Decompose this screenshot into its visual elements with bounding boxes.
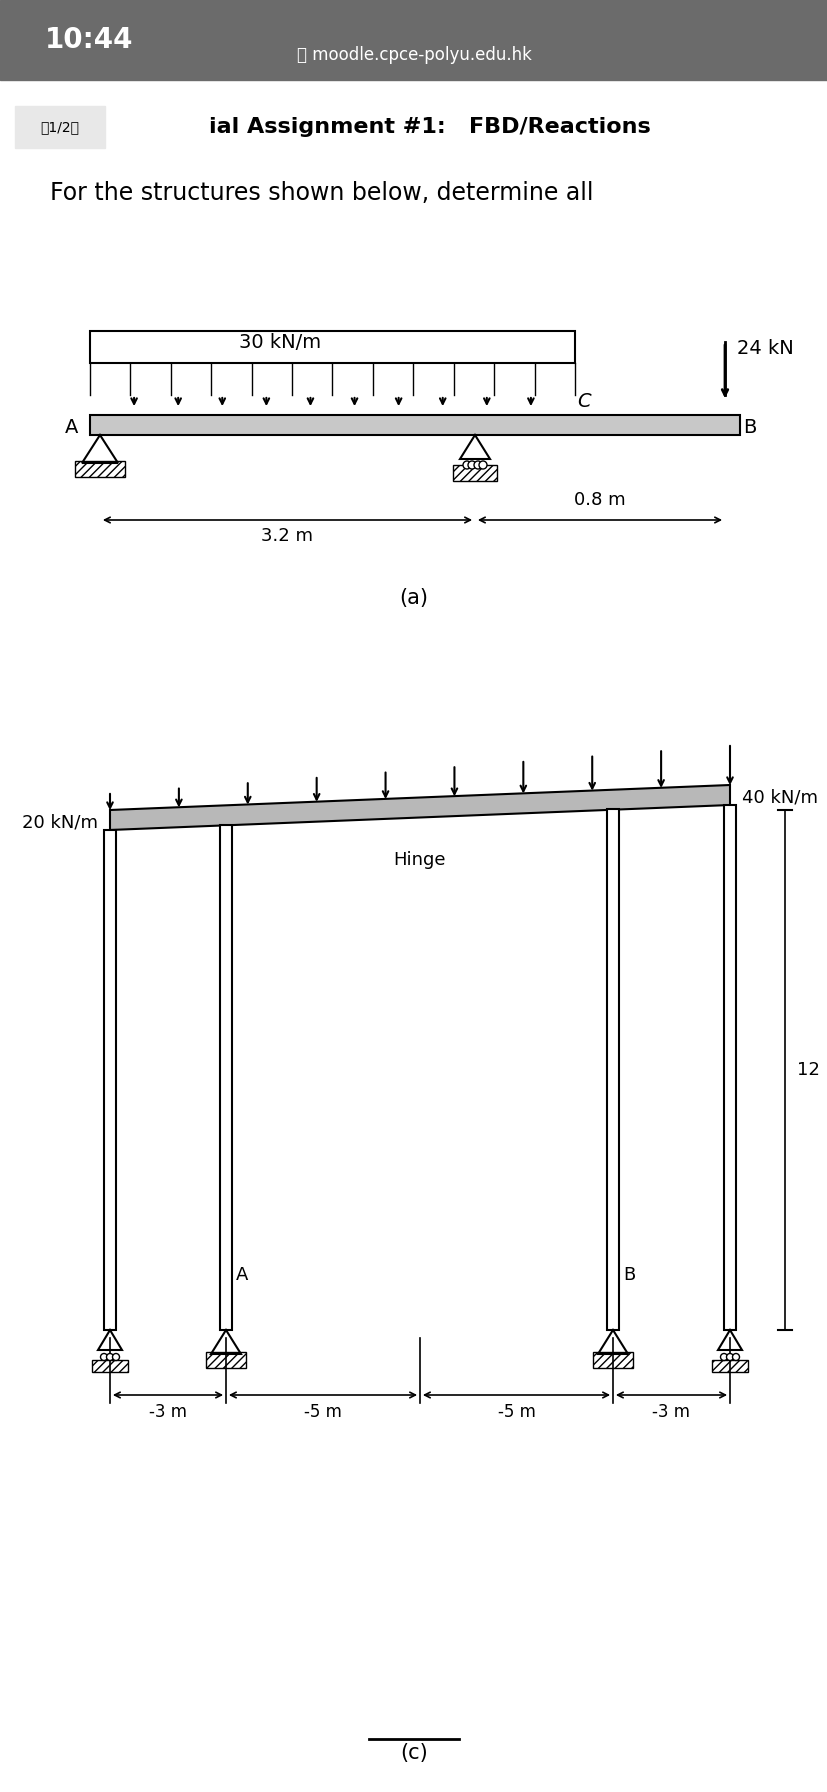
Text: A: A <box>65 418 78 437</box>
Circle shape <box>732 1353 739 1360</box>
Bar <box>723 805 735 1330</box>
Text: 🔒 moodle.cpce-polyu.edu.hk: 🔒 moodle.cpce-polyu.edu.hk <box>296 47 531 65</box>
Text: B: B <box>622 1265 634 1285</box>
Text: 第1/2頁: 第1/2頁 <box>41 120 79 134</box>
Text: 24 kN: 24 kN <box>736 339 793 357</box>
Text: 12 m: 12 m <box>796 1061 827 1079</box>
Bar <box>75 461 125 477</box>
Bar <box>90 416 739 435</box>
Text: 10:44: 10:44 <box>45 27 133 54</box>
Bar <box>0 0 827 81</box>
Polygon shape <box>110 785 729 830</box>
Text: -5 m: -5 m <box>304 1403 342 1421</box>
Text: (c): (c) <box>399 1744 428 1763</box>
Text: 0.8 m: 0.8 m <box>573 491 625 509</box>
Text: C: C <box>576 391 590 410</box>
Circle shape <box>100 1353 108 1360</box>
Polygon shape <box>98 1330 122 1349</box>
Circle shape <box>467 461 476 470</box>
Text: -5 m: -5 m <box>497 1403 535 1421</box>
Bar <box>104 830 116 1330</box>
Bar <box>606 808 619 1330</box>
Text: Hinge: Hinge <box>394 851 446 869</box>
Circle shape <box>107 1353 113 1360</box>
Bar <box>452 464 496 480</box>
Circle shape <box>473 461 481 470</box>
Text: 3.2 m: 3.2 m <box>261 527 313 545</box>
Bar <box>15 106 105 149</box>
Circle shape <box>479 461 486 470</box>
Text: ial Assignment #1:   FBD/Reactions: ial Assignment #1: FBD/Reactions <box>209 116 650 136</box>
Polygon shape <box>211 1330 241 1355</box>
Polygon shape <box>82 435 118 462</box>
Polygon shape <box>460 435 490 459</box>
Circle shape <box>719 1353 727 1360</box>
Bar <box>92 1360 128 1373</box>
Text: -3 m: -3 m <box>149 1403 187 1421</box>
Bar <box>90 332 574 364</box>
Text: For the structures shown below, determine all: For the structures shown below, determin… <box>50 181 593 204</box>
Text: 30 kN/m: 30 kN/m <box>239 333 321 351</box>
Text: 20 kN/m: 20 kN/m <box>22 814 98 831</box>
Circle shape <box>462 461 471 470</box>
Polygon shape <box>717 1330 741 1349</box>
Bar <box>711 1360 747 1373</box>
Text: -3 m: -3 m <box>652 1403 690 1421</box>
Text: (a): (a) <box>399 588 428 607</box>
Circle shape <box>112 1353 119 1360</box>
Text: B: B <box>742 418 755 437</box>
Text: 40 kN/m: 40 kN/m <box>741 788 817 806</box>
Bar <box>220 824 232 1330</box>
Text: A: A <box>236 1265 248 1285</box>
Polygon shape <box>597 1330 627 1355</box>
Bar <box>206 1351 246 1367</box>
Bar <box>592 1351 632 1367</box>
Circle shape <box>725 1353 733 1360</box>
